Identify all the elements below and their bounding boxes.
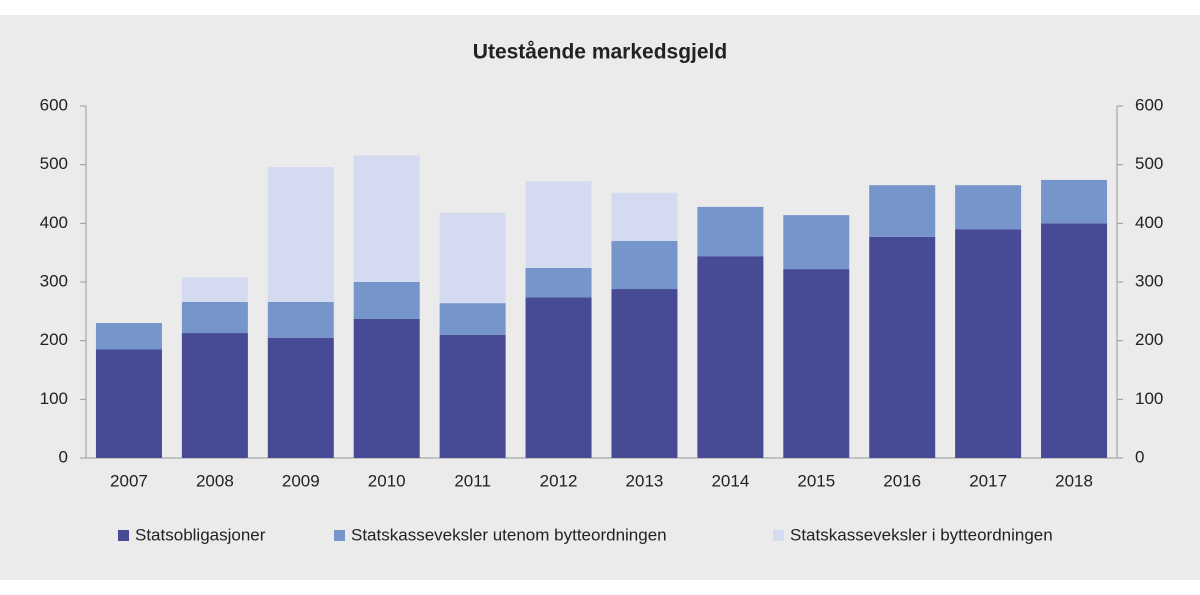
bar-segment: [95, 349, 162, 458]
bar-segment: [697, 206, 764, 257]
x-tick-label: 2013: [626, 471, 664, 490]
x-tick-label: 2016: [883, 471, 921, 490]
bar-segment: [95, 323, 162, 350]
bar-segment: [955, 229, 1022, 458]
y-tick-label: 100: [40, 389, 68, 408]
bar-segment: [181, 277, 248, 302]
y-tick-label: 0: [59, 447, 68, 466]
bar-segment: [439, 334, 506, 458]
bar-segment: [697, 256, 764, 458]
y-tick-label: 600: [40, 95, 68, 114]
bar-segment: [353, 282, 420, 319]
bar-segment: [955, 185, 1022, 230]
y2-tick-label: 200: [1135, 330, 1163, 349]
x-tick-label: 2014: [711, 471, 749, 490]
y2-tick-label: 100: [1135, 389, 1163, 408]
bar-segment: [1041, 179, 1108, 224]
bar-segment: [267, 337, 334, 458]
x-tick-label: 2007: [110, 471, 148, 490]
bar-segment: [525, 181, 592, 268]
bar-segment: [611, 192, 678, 241]
y2-tick-label: 300: [1135, 271, 1163, 290]
x-tick-label: 2012: [540, 471, 578, 490]
bar-segment: [353, 318, 420, 458]
x-tick-label: 2008: [196, 471, 234, 490]
x-tick-label: 2018: [1055, 471, 1093, 490]
y2-tick-label: 600: [1135, 95, 1163, 114]
bar-segment: [439, 212, 506, 304]
legend-label: Statsobligasjoner: [135, 525, 266, 544]
legend-swatch: [334, 530, 345, 541]
bar-segment: [611, 289, 678, 458]
bar-segment: [525, 267, 592, 298]
legend-label: Statskasseveksler utenom bytteordningen: [351, 525, 667, 544]
bar-segment: [439, 303, 506, 335]
y2-tick-label: 500: [1135, 154, 1163, 173]
bar-segment: [1041, 223, 1108, 458]
chart-title: Utestående markedsgjeld: [473, 41, 727, 64]
y2-tick-label: 400: [1135, 213, 1163, 232]
bar-segment: [267, 167, 334, 302]
bar-segment: [181, 301, 248, 334]
bar-segment: [783, 269, 850, 458]
bar-segment: [783, 215, 850, 270]
bar-segment: [869, 185, 936, 237]
bar-segment: [525, 297, 592, 458]
bar-segment: [353, 155, 420, 282]
y-tick-label: 400: [40, 213, 68, 232]
x-tick-label: 2017: [969, 471, 1007, 490]
x-tick-label: 2010: [368, 471, 406, 490]
x-tick-label: 2015: [797, 471, 835, 490]
legend-swatch: [773, 530, 784, 541]
bar-segment: [267, 301, 334, 338]
bar-segment: [181, 333, 248, 458]
y-tick-label: 200: [40, 330, 68, 349]
y-tick-label: 500: [40, 154, 68, 173]
legend-swatch: [118, 530, 129, 541]
bar-segment: [611, 240, 678, 290]
y-tick-label: 300: [40, 271, 68, 290]
x-tick-label: 2011: [454, 471, 491, 490]
y2-tick-label: 0: [1135, 447, 1144, 466]
bar-segment: [869, 236, 936, 458]
legend-label: Statskasseveksler i bytteordningen: [790, 525, 1053, 544]
x-tick-label: 2009: [282, 471, 320, 490]
